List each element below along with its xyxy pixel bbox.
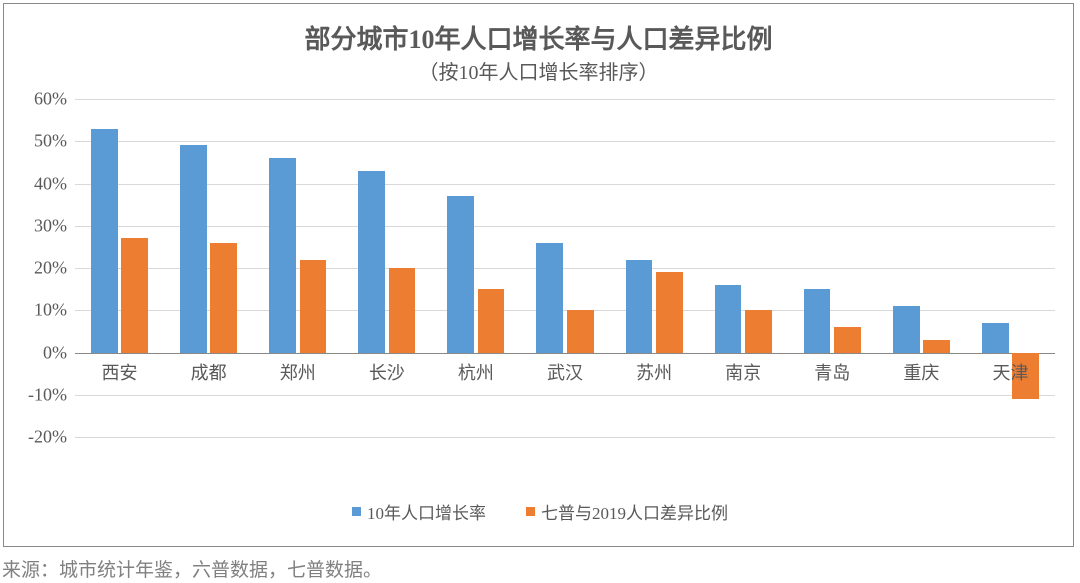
x-tick-label: 青岛: [814, 359, 850, 385]
gridline: [75, 395, 1055, 396]
x-tick-label: 成都: [191, 359, 227, 385]
bar: [210, 243, 237, 353]
title-block: 部分城市10年人口增长率与人口差异比例 （按10年人口增长率排序）: [3, 19, 1074, 85]
gridline: [75, 99, 1055, 100]
x-tick-label: 西安: [102, 359, 138, 385]
gridline: [75, 141, 1055, 142]
bar: [358, 171, 385, 353]
chart-title: 部分城市10年人口增长率与人口差异比例: [3, 19, 1074, 56]
y-tick-label: 20%: [34, 258, 75, 279]
x-tick-label: 长沙: [369, 359, 405, 385]
bar: [656, 272, 683, 352]
bar: [893, 306, 920, 352]
bar: [389, 268, 416, 353]
bar: [745, 310, 772, 352]
y-tick-label: 0%: [43, 342, 75, 363]
legend-swatch: [352, 507, 361, 516]
y-tick-label: -10%: [28, 384, 75, 405]
y-tick-label: 50%: [34, 131, 75, 152]
bar: [982, 323, 1009, 353]
gridline: [75, 226, 1055, 227]
x-tick-label: 南京: [725, 359, 761, 385]
plot-area: -20%-10%0%10%20%30%40%50%60%西安成都郑州长沙杭州武汉…: [75, 99, 1055, 437]
bar: [300, 260, 327, 353]
source-text: 来源：城市统计年鉴，六普数据，七普数据。: [2, 555, 382, 582]
baseline: [75, 353, 1055, 354]
legend-item: 10年人口增长率: [352, 499, 486, 524]
legend-swatch: [526, 507, 535, 516]
bar: [121, 238, 148, 352]
bar: [91, 129, 118, 353]
bar: [536, 243, 563, 353]
x-tick-label: 苏州: [636, 359, 672, 385]
bar: [626, 260, 653, 353]
y-tick-label: 10%: [34, 300, 75, 321]
x-tick-label: 武汉: [547, 359, 583, 385]
x-tick-label: 天津: [992, 359, 1028, 385]
bar: [834, 327, 861, 352]
legend-label: 七普与2019人口差异比例: [541, 499, 728, 524]
x-tick-label: 杭州: [458, 359, 494, 385]
chart-subtitle: （按10年人口增长率排序）: [3, 56, 1074, 85]
legend: 10年人口增长率 七普与2019人口差异比例: [0, 499, 1080, 524]
bar: [447, 196, 474, 352]
y-tick-label: -20%: [28, 427, 75, 448]
gridline: [75, 184, 1055, 185]
legend-item: 七普与2019人口差异比例: [526, 499, 728, 524]
x-tick-label: 郑州: [280, 359, 316, 385]
x-tick-label: 重庆: [903, 359, 939, 385]
y-tick-label: 60%: [34, 89, 75, 110]
bar: [269, 158, 296, 352]
bar: [715, 285, 742, 353]
bar: [180, 145, 207, 352]
y-tick-label: 40%: [34, 173, 75, 194]
y-tick-label: 30%: [34, 215, 75, 236]
gridline: [75, 437, 1055, 438]
bar: [478, 289, 505, 352]
bar: [923, 340, 950, 353]
bar: [567, 310, 594, 352]
legend-label: 10年人口增长率: [367, 499, 486, 524]
bar: [804, 289, 831, 352]
